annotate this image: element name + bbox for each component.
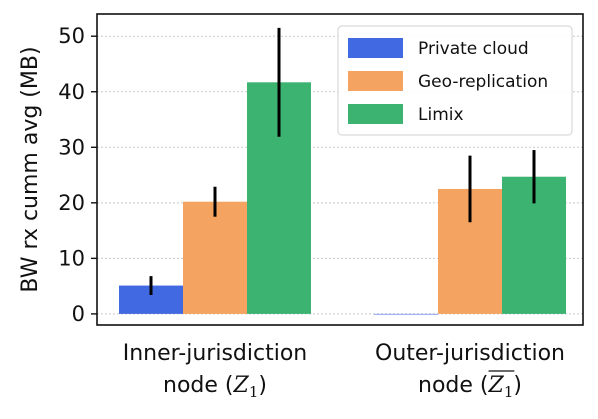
math-subscript: 1 bbox=[504, 383, 514, 401]
legend-label: Geo-replication bbox=[418, 72, 548, 92]
bar-geo-replication bbox=[183, 201, 247, 314]
close-paren: ) bbox=[513, 373, 522, 398]
math-Z: Z bbox=[488, 373, 505, 398]
category-label-text: node ( bbox=[163, 373, 233, 398]
legend-swatch bbox=[348, 71, 403, 91]
bar-private-cloud bbox=[374, 313, 438, 315]
y-axis-label: BW rx cumm avg (MB) bbox=[18, 46, 43, 292]
error-bars bbox=[149, 27, 536, 296]
y-axis-ticks: 0 10 20 30 40 50 bbox=[58, 24, 97, 326]
y-tick-label: 10 bbox=[58, 246, 85, 270]
plot-frame bbox=[96, 13, 584, 326]
y-tick-label: 30 bbox=[58, 135, 85, 159]
legend-swatch bbox=[348, 104, 403, 124]
legend-label: Limix bbox=[418, 105, 464, 125]
y-tick-label: 20 bbox=[58, 191, 85, 215]
math-subscript: 1 bbox=[249, 383, 259, 401]
category-label-line1: Outer-jurisdiction bbox=[375, 341, 565, 366]
category-label-line1: Inner-jurisdiction bbox=[123, 341, 307, 366]
category-label-text: node ( bbox=[418, 373, 488, 398]
legend-swatch bbox=[348, 38, 403, 58]
category-label-line2: node (Z1) bbox=[163, 373, 267, 401]
math-Z: Z bbox=[233, 373, 250, 398]
legend-label: Private cloud bbox=[418, 39, 529, 59]
legend: Private cloud Geo-replication Limix bbox=[337, 25, 573, 136]
category-label-line2: node (Z1) bbox=[418, 373, 522, 401]
y-tick-label: 40 bbox=[58, 80, 85, 104]
y-tick-label: 50 bbox=[58, 24, 85, 48]
y-tick-label: 0 bbox=[72, 302, 85, 326]
close-paren: ) bbox=[258, 373, 267, 398]
